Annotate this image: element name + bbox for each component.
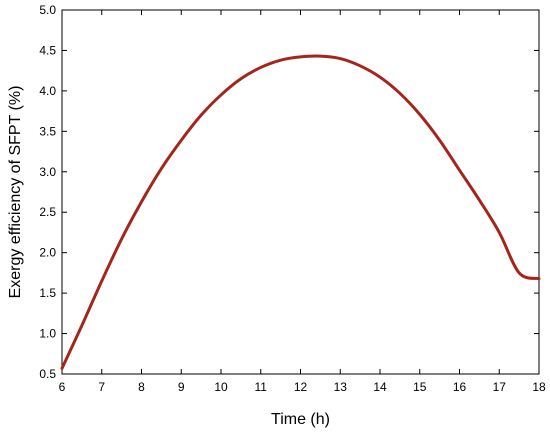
y-tick-label: 1.5 [39,286,56,300]
x-tick-label: 15 [413,380,427,394]
y-tick-label: 3.5 [39,124,56,138]
y-tick-label: 2.5 [39,205,56,219]
x-tick-label: 8 [138,380,145,394]
x-tick-label: 18 [532,380,546,394]
x-axis-label: Time (h) [271,411,330,428]
y-tick-label: 4.0 [39,84,56,98]
series-line [60,54,541,370]
y-axis-label: Exergy efficiency of SFPT (%) [7,86,24,299]
x-tick-label: 17 [493,380,507,394]
y-tick-label: 0.5 [39,367,56,381]
x-tick-label: 9 [178,380,185,394]
y-tick-label: 5.0 [39,3,56,17]
plot-frame [61,9,540,375]
y-tick-label: 3.0 [39,165,56,179]
x-tick-label: 10 [214,380,228,394]
x-tick-label: 16 [453,380,467,394]
x-axis-ticks: 6 7 8 9 10 11 12 13 14 15 16 17 18 [59,10,546,394]
x-tick-label: 6 [59,380,66,394]
y-tick-label: 2.0 [39,246,56,260]
y-tick-label: 4.5 [39,43,56,57]
x-tick-label: 12 [294,380,308,394]
y-axis-ticks: 0.5 1.0 1.5 2.0 2.5 3.0 3.5 4.0 4.5 5.0 [39,3,539,381]
series-layer [60,54,541,370]
x-tick-label: 11 [255,380,268,394]
x-tick-label: 14 [373,380,387,394]
x-tick-label: 13 [334,380,348,394]
y-tick-label: 1.0 [39,327,56,341]
x-tick-label: 7 [98,380,105,394]
